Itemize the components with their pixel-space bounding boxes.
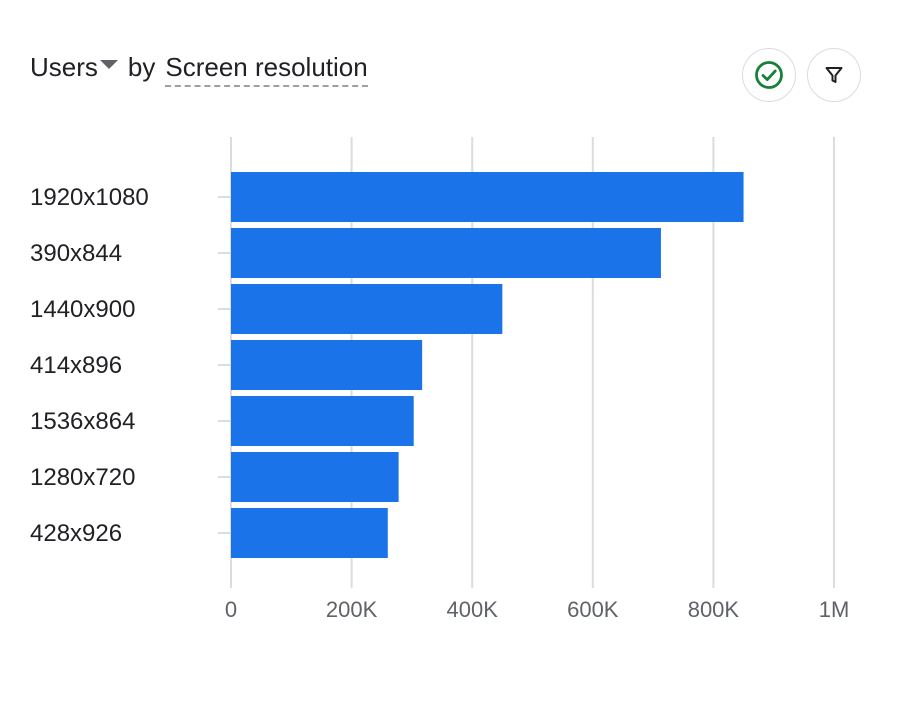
bar xyxy=(231,396,414,446)
by-label: by xyxy=(127,52,156,82)
category-label: 414x896 xyxy=(30,352,122,379)
bar xyxy=(231,452,399,502)
bar xyxy=(231,508,388,558)
filter-button[interactable] xyxy=(807,48,861,102)
insights-check-button[interactable] xyxy=(742,48,796,102)
dimension-selector[interactable]: Screen resolution xyxy=(165,52,368,87)
x-tick-label: 600K xyxy=(567,597,619,622)
category-label: 1920x1080 xyxy=(30,184,149,211)
bar xyxy=(231,340,423,390)
category-label: 1280x720 xyxy=(30,464,135,491)
x-tick-label: 800K xyxy=(688,597,740,622)
category-label: 1440x900 xyxy=(30,296,135,323)
x-tick-label: 200K xyxy=(326,597,378,622)
chart-header: Users by Screen resolution xyxy=(30,52,368,87)
check-circle-icon xyxy=(754,60,784,90)
filter-icon xyxy=(824,65,844,85)
x-tick-label: 400K xyxy=(447,597,499,622)
x-tick-label: 1M xyxy=(819,597,850,622)
category-label: 390x844 xyxy=(30,240,122,267)
metric-selector[interactable]: Users xyxy=(30,52,128,83)
caret-down-icon xyxy=(99,60,118,69)
category-label: 1536x864 xyxy=(30,408,135,435)
bar xyxy=(231,172,744,222)
bar xyxy=(231,284,503,334)
category-label: 428x926 xyxy=(30,520,122,547)
metric-label: Users xyxy=(30,52,98,82)
bar xyxy=(231,228,661,278)
x-tick-label: 0 xyxy=(225,597,237,622)
